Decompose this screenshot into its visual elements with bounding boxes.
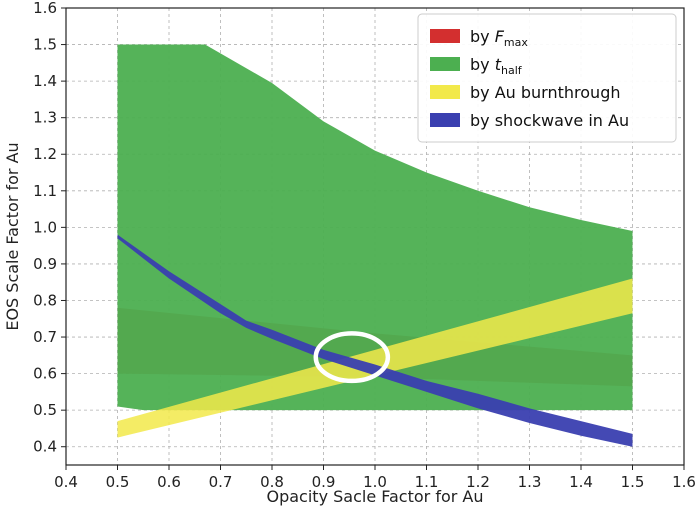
x-tick-label: 1.6 xyxy=(672,473,696,491)
x-tick-label: 0.5 xyxy=(106,473,130,491)
legend-swatch xyxy=(430,113,460,127)
legend-label: by Au burnthrough xyxy=(470,83,620,102)
x-tick-label: 1.3 xyxy=(518,473,542,491)
y-tick-label: 1.5 xyxy=(33,36,57,54)
legend-label-variable: t xyxy=(495,55,502,74)
series-au-burnthrough-band xyxy=(117,278,633,438)
x-tick-label: 1.5 xyxy=(621,473,645,491)
legend-label: by Fmax xyxy=(470,27,528,49)
y-tick-label: 0.6 xyxy=(33,365,57,383)
x-axis-ticks: 0.4 0.5 0.6 0.7 0.8 0.9 1.0 1.1 1.2 1.3 1.4 1.5 1.6 xyxy=(54,465,696,491)
y-tick-label: 1.2 xyxy=(33,145,57,163)
x-tick-label: 1.1 xyxy=(415,473,439,491)
x-axis-label: Opacity Sacle Factor for Au xyxy=(267,487,484,506)
y-tick-label: 0.4 xyxy=(33,438,57,456)
legend-box xyxy=(417,13,677,143)
legend-swatch xyxy=(430,85,460,99)
highlight-ellipse xyxy=(313,331,391,384)
y-tick-label: 0.8 xyxy=(33,291,57,309)
y-tick-label: 1.4 xyxy=(33,72,57,90)
y-tick-label: 0.7 xyxy=(33,328,57,346)
y-tick-label: 0.9 xyxy=(33,255,57,273)
legend-label-subscript: half xyxy=(501,64,523,77)
series-layer xyxy=(117,44,633,447)
annotation-layer xyxy=(313,331,391,384)
y-tick-label: 1.3 xyxy=(33,109,57,127)
legend-label-main: by xyxy=(470,55,495,74)
legend-label: by thalf xyxy=(470,55,523,77)
y-tick-label: 0.5 xyxy=(33,401,57,419)
legend-label-variable: F xyxy=(495,27,505,46)
legend-swatch xyxy=(430,29,460,43)
series-shockwave-band xyxy=(117,234,633,447)
legend-label-main: by xyxy=(470,27,495,46)
legend-swatch xyxy=(430,57,460,71)
x-tick-label: 0.6 xyxy=(157,473,181,491)
y-tick-label: 1.0 xyxy=(33,218,57,236)
x-tick-label: 0.4 xyxy=(54,473,78,491)
legend-label-main: by shockwave in Au xyxy=(470,111,629,130)
x-tick-label: 0.7 xyxy=(209,473,233,491)
x-tick-label: 1.0 xyxy=(363,473,387,491)
y-axis-label: EOS Scale Factor for Au xyxy=(3,142,22,330)
y-tick-label: 1.6 xyxy=(33,0,57,17)
legend-label: by shockwave in Au xyxy=(470,111,629,130)
x-tick-label: 1.2 xyxy=(466,473,490,491)
y-tick-label: 1.1 xyxy=(33,182,57,200)
legend-label-main: by Au burnthrough xyxy=(470,83,620,102)
y-axis-ticks: 0.4 0.5 0.6 0.7 0.8 0.9 1.0 1.1 1.2 1.3 1.4 1.5 1.6 xyxy=(33,0,66,456)
x-tick-label: 0.8 xyxy=(260,473,284,491)
legend-label-subscript: max xyxy=(504,36,528,49)
x-tick-label: 0.9 xyxy=(312,473,336,491)
x-tick-label: 1.4 xyxy=(569,473,593,491)
